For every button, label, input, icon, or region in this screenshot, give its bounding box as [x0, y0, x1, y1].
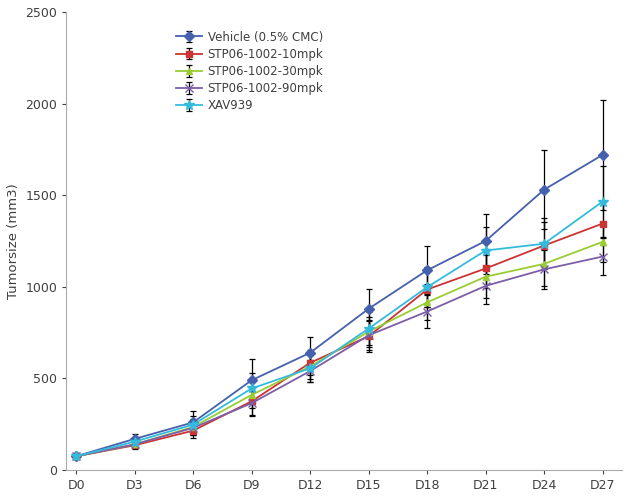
- Y-axis label: Tumorsize (mm3): Tumorsize (mm3): [7, 183, 20, 299]
- Legend: Vehicle (0.5% CMC), STP06-1002-10mpk, STP06-1002-30mpk, STP06-1002-90mpk, XAV939: Vehicle (0.5% CMC), STP06-1002-10mpk, ST…: [172, 27, 327, 116]
